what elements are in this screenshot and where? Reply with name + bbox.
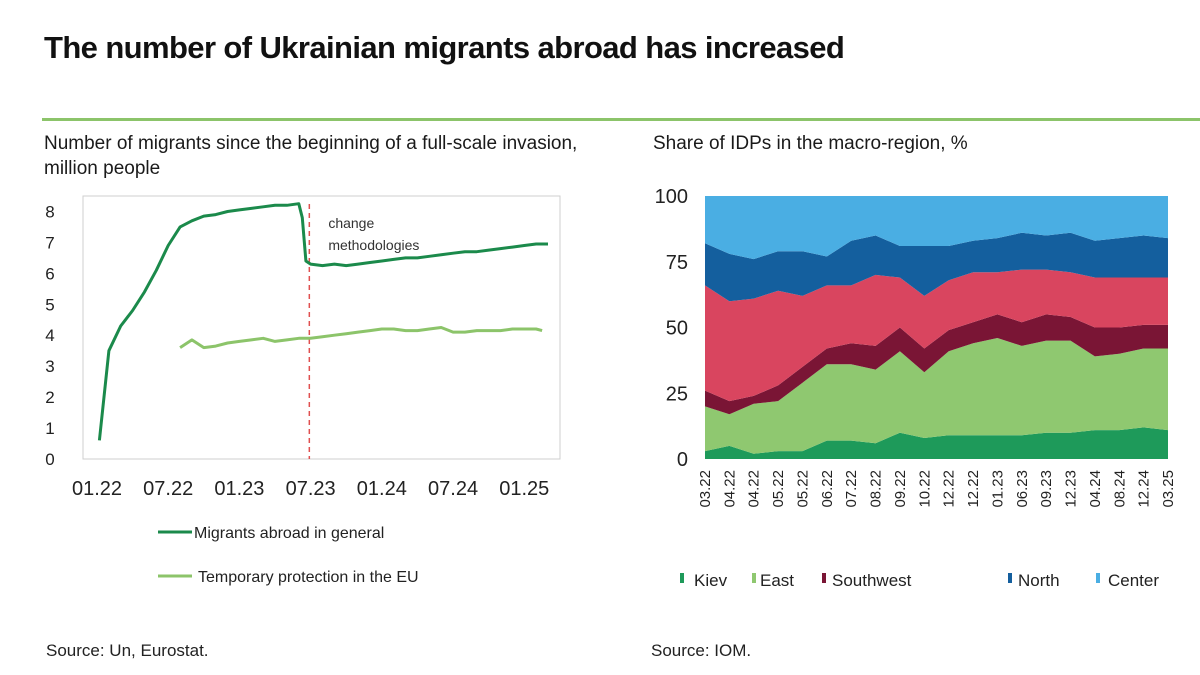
left-plot-frame (82, 195, 561, 460)
area-kiev (705, 427, 1168, 459)
left-xtick-label: 01.23 (214, 478, 264, 500)
legend-swatch-center (1096, 573, 1100, 583)
area-center (705, 196, 1168, 260)
right-xtick-label: 06.22 (819, 470, 836, 508)
right-xtick-label: 08.24 (1111, 470, 1128, 508)
right-ytick-label: 0 (677, 449, 688, 471)
legend-swatch-southwest (822, 573, 826, 583)
left-xtick-label: 01.24 (357, 478, 407, 500)
legend-swatch-north (1008, 573, 1012, 583)
legend-label-temporary: Temporary protection in the EU (198, 569, 419, 586)
left-ytick-label: 2 (45, 388, 54, 407)
right-ytick-label: 100 (655, 186, 688, 208)
area-east (705, 338, 1168, 454)
left-xtick-label: 07.24 (428, 478, 478, 500)
right-xtick-label: 04.22 (721, 470, 738, 508)
right-xtick-label: 06.23 (1014, 470, 1031, 508)
right-xtick-label: 12.22 (965, 470, 982, 508)
right-ytick-label: 50 (666, 318, 688, 340)
title-divider (42, 118, 1200, 121)
page-title: The number of Ukrainian migrants abroad … (44, 30, 845, 65)
right-xtick-label: 12.23 (1063, 470, 1080, 508)
left-line-chart: 0 1 2 3 4 5 6 7 8 01.22 07.22 01.23 07.23 01.24 07.24… (45, 195, 561, 586)
right-ytick-label: 75 (666, 252, 688, 274)
left-legend: Migrants abroad in general Temporary pro… (158, 525, 419, 586)
right-ytick-label: 25 (666, 383, 688, 405)
right-xtick-label: 12.24 (1136, 470, 1153, 508)
left-ytick-label: 5 (45, 295, 54, 314)
right-xtick-label: 05.22 (770, 470, 787, 508)
right-xtick-label: 07.22 (843, 470, 860, 508)
series-line-temporary-protection (179, 326, 543, 350)
right-source: Source: IOM. (651, 641, 752, 660)
right-xtick-label: 05.22 (794, 470, 811, 508)
annotation-line-2: methodologies (328, 237, 419, 253)
legend-label-migrants: Migrants abroad in general (194, 525, 384, 542)
legend-swatch-kiev (680, 573, 684, 583)
left-xtick-label: 07.22 (143, 478, 193, 500)
legend-label-north: North (1018, 571, 1060, 590)
series-line-migrants-abroad (97, 202, 548, 441)
legend-label-center: Center (1108, 571, 1159, 590)
right-xtick-label: 04.24 (1087, 470, 1104, 508)
left-ytick-label: 8 (45, 202, 54, 221)
legend-swatch-east (752, 573, 756, 583)
area-southwest (705, 314, 1168, 415)
right-xtick-label: 01.23 (989, 470, 1006, 508)
right-area-chart: 0 25 50 75 100 03.22 04.22 04.22 05.22 05.22 06.2… (655, 186, 1177, 590)
left-ytick-label: 6 (45, 264, 54, 283)
right-chart-subtitle: Share of IDPs in the macro-region, % (653, 133, 968, 154)
right-xtick-label: 03.22 (697, 470, 714, 508)
area-north (705, 232, 1168, 302)
left-ytick-label: 7 (45, 233, 54, 252)
left-xtick-label: 01.25 (499, 478, 549, 500)
legend-label-southwest: Southwest (832, 571, 912, 590)
legend-label-east: East (760, 571, 794, 590)
legend-label-kiev: Kiev (694, 571, 728, 590)
left-ytick-label: 1 (45, 419, 54, 438)
right-xtick-label: 12.22 (941, 470, 958, 508)
left-ytick-label: 3 (45, 357, 54, 376)
right-xtick-label: 04.22 (746, 470, 763, 508)
annotation-line-1: change (328, 215, 374, 231)
left-chart-subtitle: Number of migrants since the beginning o… (44, 133, 578, 179)
area-red-band (705, 269, 1168, 402)
right-xtick-label: 03.25 (1160, 470, 1177, 508)
right-xtick-label: 09.23 (1038, 470, 1055, 508)
left-xtick-label: 07.23 (286, 478, 336, 500)
left-source: Source: Un, Eurostat. (46, 641, 209, 660)
right-xtick-label: 09.22 (892, 470, 909, 508)
right-xtick-label: 08.22 (868, 470, 885, 508)
right-legend: Kiev East Southwest North Center (680, 571, 1159, 590)
left-xtick-label: 01.22 (72, 478, 122, 500)
right-xtick-label: 10.22 (916, 470, 933, 508)
left-ytick-label: 4 (45, 326, 54, 345)
left-ytick-label: 0 (45, 450, 54, 469)
